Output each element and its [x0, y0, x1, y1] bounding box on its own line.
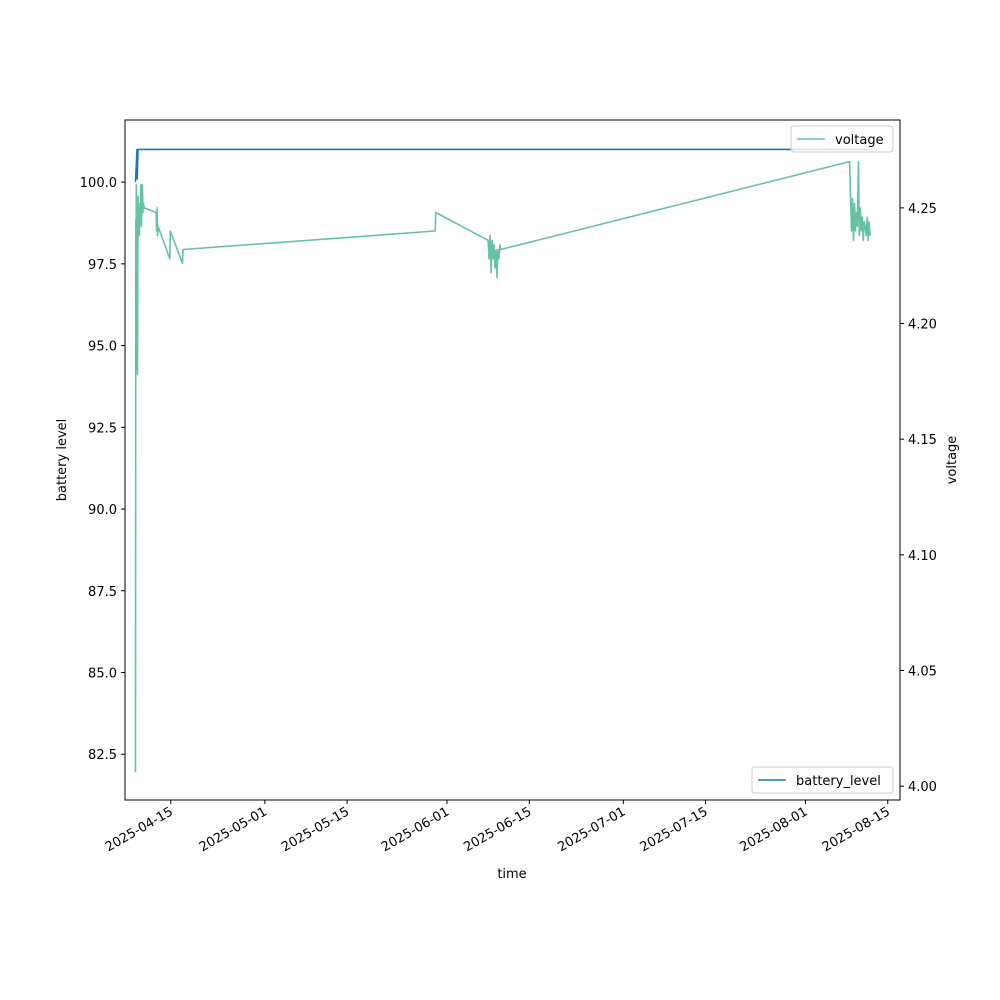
- y-right-tick-label: 4.05: [908, 664, 937, 679]
- legend-battery-level: battery_level: [751, 766, 894, 794]
- y-right-axis-ticks: 4.00 4.05 4.10 4.15 4.20 4.25: [900, 202, 937, 795]
- y-left-tick-label: 85.0: [88, 667, 117, 682]
- x-tick-label: 2025-08-15: [820, 804, 893, 855]
- x-tick-label: 2025-05-15: [279, 804, 352, 855]
- y-left-tick-label: 97.5: [88, 258, 117, 273]
- legend-battery-level-label: battery_level: [796, 774, 881, 789]
- y-left-tick-label: 87.5: [88, 585, 117, 600]
- y-right-tick-label: 4.25: [908, 202, 937, 217]
- y-left-axis-ticks: 82.5 85.0 87.5 90.0 92.5 95.0 97.5 100.0: [80, 176, 125, 763]
- y-right-tick-label: 4.20: [908, 318, 937, 333]
- legend-battery-level-box: [751, 766, 894, 794]
- plot-background: [125, 120, 900, 800]
- y-left-tick-label: 92.5: [88, 421, 117, 436]
- y-left-tick-label: 95.0: [88, 340, 117, 355]
- y-right-axis-label: voltage: [945, 436, 960, 485]
- legend-voltage: voltage: [790, 125, 894, 153]
- y-right-tick-label: 4.10: [908, 549, 937, 564]
- y-right-tick-label: 4.15: [908, 433, 937, 448]
- y-left-tick-label: 90.0: [88, 503, 117, 518]
- x-tick-label: 2025-07-15: [638, 804, 711, 855]
- x-axis-label: time: [497, 867, 526, 882]
- series-line-voltage: [134, 160, 871, 773]
- x-axis-ticks: 2025-04-15 2025-05-01 2025-05-15 2025-06-01…: [103, 800, 893, 855]
- x-tick-label: 2025-08-01: [738, 804, 811, 855]
- plot-frame: [124, 119, 901, 801]
- y-left-tick-label: 82.5: [88, 748, 117, 763]
- legend-voltage-label: voltage: [835, 133, 884, 148]
- y-left-tick-label: 100.0: [80, 176, 117, 191]
- x-tick-label: 2025-05-01: [197, 804, 270, 855]
- x-tick-label: 2025-04-15: [103, 804, 176, 855]
- x-tick-label: 2025-06-15: [461, 804, 534, 855]
- y-left-axis-label: battery level: [55, 419, 70, 502]
- series-lines: [134, 148, 871, 773]
- x-tick-label: 2025-06-01: [379, 804, 452, 855]
- y-right-tick-label: 4.00: [908, 780, 937, 795]
- series-line-battery-level: [134, 148, 871, 183]
- x-tick-label: 2025-07-01: [555, 804, 628, 855]
- legend-voltage-box: [790, 125, 894, 153]
